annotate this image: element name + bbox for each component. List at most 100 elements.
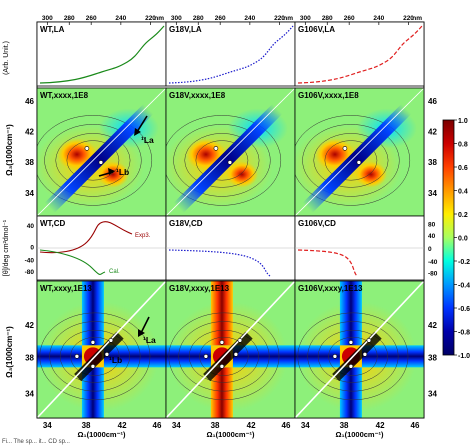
top-axis-unit: nm	[154, 15, 164, 22]
row2-title: WT,xxxx,1E8	[40, 91, 89, 100]
cd-curve	[168, 249, 271, 277]
row2-ytick-left: 46	[25, 97, 34, 106]
row3-ytick-left: 40	[27, 223, 35, 230]
blob	[96, 161, 129, 188]
xtick-label: 42	[247, 421, 256, 430]
diagonal-line	[166, 281, 295, 418]
row4-ytick-right: 42	[428, 321, 437, 330]
diagonal-line	[295, 88, 424, 216]
row1-title: G106V,LA	[298, 25, 335, 34]
row1-title: WT,LA	[40, 25, 65, 34]
row4-panel-1: G18V,xxxy,1E13	[165, 280, 296, 419]
row3-ytick-left: 0	[30, 245, 34, 252]
row2-ytick-right: 42	[428, 128, 437, 137]
row2-ytick-left: 42	[25, 128, 34, 137]
peak-marker	[366, 338, 372, 343]
row2-panel-2: G106V,xxxx,1E8	[294, 87, 425, 217]
panel-content	[37, 88, 166, 216]
top-tick-label: 240	[244, 15, 255, 22]
annotation-cal: Cal.	[109, 269, 120, 275]
diagonal-band	[302, 103, 412, 213]
xaxis-label: Ω₁(1000cm⁻¹)	[335, 430, 384, 439]
top-tick-label: 240	[373, 15, 384, 22]
xtick-label: 46	[153, 421, 162, 430]
arrow-shaft	[136, 115, 148, 133]
row2-ytick-right: 38	[428, 158, 437, 167]
row1-frame	[36, 21, 167, 87]
xtick-label: 38	[340, 421, 349, 430]
top-tick-label: 260	[86, 15, 97, 22]
row4-title: G18V,xxxy,1E13	[169, 284, 230, 293]
xtick-label: 46	[411, 421, 420, 430]
row3-ytick-right: 0	[428, 246, 432, 253]
row4-panel-2: G106V,xxxy,1E13	[294, 280, 425, 419]
xtick-label: 42	[376, 421, 385, 430]
colorbar-tick-label: 0.0	[458, 236, 468, 243]
row4-yaxis-label: Ω₃(1000cm⁻¹)	[5, 326, 14, 378]
xtick-label: 34	[172, 421, 181, 430]
top-axis-unit: nm	[283, 15, 293, 22]
panel-content	[37, 281, 166, 418]
panel-content	[295, 88, 424, 216]
colorbar-tick-label: -0.6	[458, 306, 470, 313]
row4-annotations: ¹La ¹Lb	[109, 316, 156, 365]
contour-line	[173, 124, 271, 197]
panel-content	[166, 281, 295, 418]
contour-line	[328, 336, 378, 376]
blob	[354, 161, 387, 188]
diag-peak	[74, 331, 124, 382]
peak-marker	[213, 146, 219, 151]
peak-marker	[203, 354, 209, 359]
contour-line	[302, 124, 400, 197]
colorbar-tick-label: 0.6	[458, 165, 468, 172]
peak-marker	[356, 160, 362, 165]
xaxis-label: Ω₁(1000cm⁻¹)	[206, 430, 255, 439]
diagonal-band	[332, 331, 382, 382]
colorbar-tick-label: -0.2	[458, 259, 470, 266]
annotation-exp: Exp3.	[135, 233, 151, 239]
top-tick-label: 260	[215, 15, 226, 22]
contour-line	[313, 133, 389, 188]
top-tick-label: 220	[274, 15, 285, 22]
contour-line	[199, 336, 249, 376]
absorption-curve	[297, 25, 423, 84]
arrow-shaft	[140, 316, 150, 334]
row3-ytick-right: 80	[428, 222, 436, 229]
contour-line	[59, 330, 130, 383]
diagonal-band	[173, 103, 283, 213]
annotation-La: ¹La	[143, 335, 156, 345]
diag-peak	[44, 103, 154, 213]
top-tick-label: 240	[115, 15, 126, 22]
contour-line	[37, 115, 153, 206]
colorbar-tick-label: 0.4	[458, 189, 468, 196]
top-tick-label: 280	[64, 15, 75, 22]
peak-marker	[219, 340, 225, 345]
peak-marker	[342, 146, 348, 151]
peak-marker	[74, 354, 80, 359]
row4-ytick-right: 38	[428, 354, 437, 363]
top-tick-label: 300	[300, 15, 311, 22]
peak-marker	[237, 338, 243, 343]
panel-frame	[294, 280, 425, 419]
contour-line	[295, 115, 411, 206]
contour-line	[195, 140, 249, 181]
diag-peak	[302, 103, 412, 213]
row2-ytick-left: 38	[25, 158, 34, 167]
peak-marker	[219, 364, 225, 369]
row4-title: G106V,xxxy,1E13	[298, 284, 363, 293]
colorbar-scale	[442, 119, 455, 356]
row3-panel-1: G18V,CD	[165, 215, 296, 281]
top-axis-unit: nm	[412, 15, 422, 22]
xtick-label: 42	[118, 421, 127, 430]
diag-peak	[203, 331, 253, 382]
row2-ytick-right: 34	[428, 189, 437, 198]
peak-marker	[332, 354, 338, 359]
top-tick-label: 220	[145, 15, 156, 22]
top-tick-label: 220	[403, 15, 414, 22]
colorbar-tick-label: 1.0	[458, 118, 468, 125]
row2-yaxis-label: Ω₃(1000cm⁻¹)	[5, 124, 14, 176]
top-tick-label: 280	[322, 15, 333, 22]
colorbar-tick-label: -0.8	[458, 330, 470, 337]
